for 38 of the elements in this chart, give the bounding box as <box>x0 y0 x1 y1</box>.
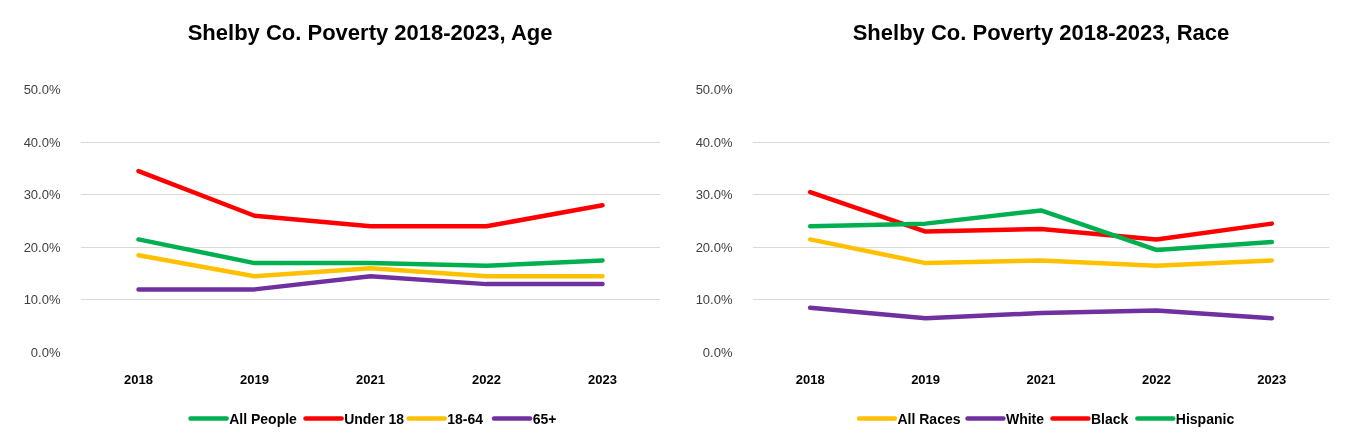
line-series <box>807 189 1275 242</box>
x-tick-label: 2021 <box>356 371 385 387</box>
line-series <box>136 168 605 229</box>
x-tick-label: 2022 <box>472 371 501 387</box>
legend-label: 18-64 <box>447 410 484 427</box>
x-tick-label: 2022 <box>1141 371 1171 387</box>
legend-label: All People <box>229 410 298 427</box>
y-tick-label: 30.0% <box>23 187 61 203</box>
y-tick-label: 40.0% <box>695 134 733 150</box>
legend-label: Hispanic <box>1175 410 1235 427</box>
legend-label: Under 18 <box>344 410 405 427</box>
y-tick-label: 0.0% <box>702 345 733 360</box>
line-series <box>136 237 605 268</box>
y-tick-label: 20.0% <box>695 239 733 255</box>
y-tick-label: 0.0% <box>30 345 61 360</box>
y-tick-label: 40.0% <box>23 134 61 150</box>
x-tick-label: 2021 <box>1026 371 1056 387</box>
y-tick-label: 10.0% <box>23 292 61 308</box>
legend-label: Black <box>1090 410 1129 427</box>
y-tick-label: 50.0% <box>695 82 733 97</box>
y-tick-label: 50.0% <box>23 82 61 97</box>
x-tick-label: 2019 <box>240 371 269 387</box>
x-tick-label: 2018 <box>795 371 825 387</box>
y-tick-label: 10.0% <box>695 292 733 308</box>
y-tick-label: 30.0% <box>695 187 733 203</box>
chart-title: Shelby Co. Poverty 2018-2023, Age <box>187 20 553 45</box>
legend-label: White <box>1005 410 1045 427</box>
legend-label: 65+ <box>532 410 557 427</box>
line-series <box>807 305 1275 321</box>
legend-label: All Races <box>897 410 961 427</box>
y-tick-label: 20.0% <box>23 239 61 255</box>
x-tick-label: 2018 <box>124 371 153 387</box>
line-series <box>807 208 1275 253</box>
chart-title: Shelby Co. Poverty 2018-2023, Race <box>852 20 1230 45</box>
x-tick-label: 2023 <box>1257 371 1287 387</box>
x-tick-label: 2023 <box>588 371 617 387</box>
line-series <box>807 237 1275 268</box>
x-tick-label: 2019 <box>911 371 941 387</box>
